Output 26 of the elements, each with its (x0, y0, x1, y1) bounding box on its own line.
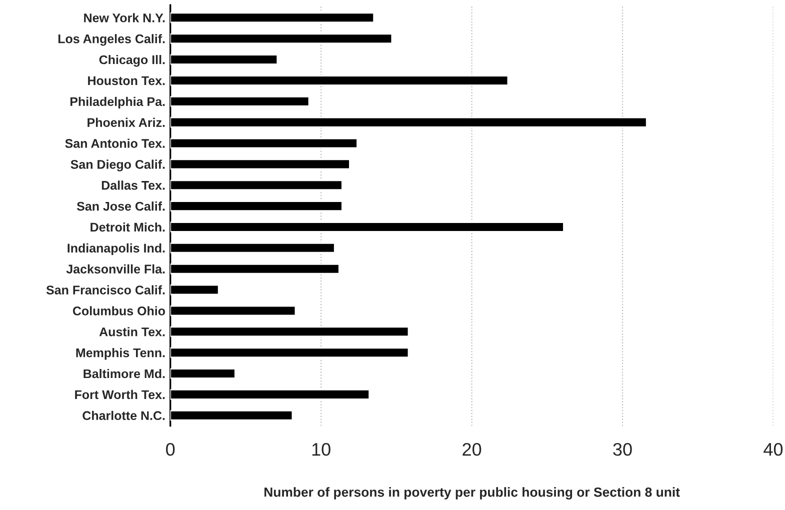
y-tick-label: Austin Tex. (99, 327, 165, 336)
y-tick-label: Philadelphia Pa. (70, 96, 165, 109)
y-tick-label: Columbus Ohio (72, 306, 165, 316)
y-tick-label: San Jose Calif. (76, 202, 165, 211)
x-tick-label: 20 (462, 442, 482, 456)
x-tick-label: 0 (166, 442, 175, 456)
y-tick-label: Chicago Ill. (99, 54, 165, 67)
y-tick-label: Houston Tex. (88, 76, 165, 86)
y-tick-label: New York N.Y. (84, 13, 165, 22)
x-axis-title: Number of persons in poverty per public housing or Section 8 unit (264, 487, 680, 500)
y-tick-label: Jacksonville Fla. (66, 264, 165, 274)
y-tick-label: Detroit Mich. (90, 222, 165, 232)
y-tick-label: Phoenix Ariz. (88, 118, 165, 127)
y-tick-label: San Antonio Tex. (65, 138, 165, 148)
y-tick-label: San Francisco Calif. (46, 285, 165, 294)
y-tick-label: Charlotte N.C. (82, 410, 165, 420)
y-tick-label: Fort Worth Tex. (75, 390, 165, 400)
y-tick-label: Baltimore Md. (84, 368, 165, 378)
x-tick-label: 10 (312, 442, 330, 456)
y-tick-label: Indianapolis Ind. (68, 243, 165, 256)
y-tick-label: Dallas Tex. (102, 180, 165, 190)
y-tick-label: Los Angeles Calif. (58, 34, 165, 46)
x-tick-label: 30 (613, 442, 632, 456)
x-tick-label: 40 (764, 442, 783, 456)
y-tick-label: San Diego Calif. (70, 160, 165, 172)
y-tick-label: Memphis Tenn. (76, 348, 165, 360)
